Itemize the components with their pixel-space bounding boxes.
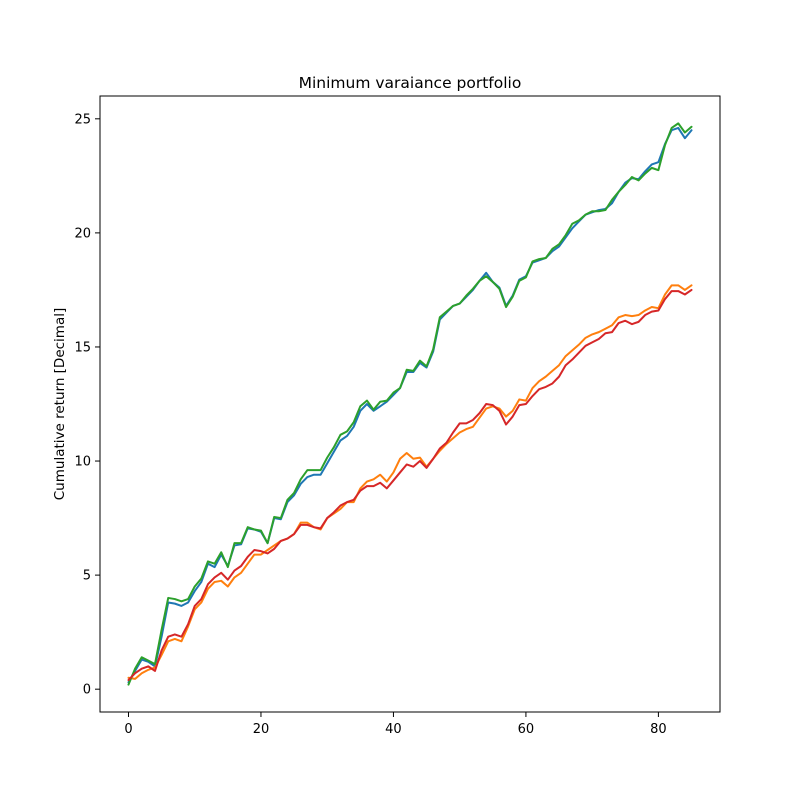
ticks-layer: 0 20 40 60 80 0 5 10 15 20 25	[74, 112, 666, 737]
y-tick-label: 20	[74, 226, 91, 241]
x-tick-label: 40	[385, 722, 402, 737]
x-tick-label: 20	[253, 722, 270, 737]
series-line-1	[127, 126, 693, 684]
x-tick-label: 60	[518, 722, 535, 737]
y-axis-label: Cumulative return [Decimal]	[52, 308, 68, 501]
chart-title: Minimum varaiance portfolio	[299, 74, 522, 92]
y-tick-label: 5	[83, 569, 91, 584]
y-tick-label: 15	[74, 340, 91, 355]
x-tick-label: 80	[650, 722, 667, 737]
series-layer	[127, 122, 693, 686]
y-tick-label: 10	[74, 455, 91, 470]
series-line-4	[127, 288, 693, 682]
x-tick-label: 0	[124, 722, 132, 737]
y-tick-label: 0	[83, 683, 91, 698]
plot-frame	[99, 95, 721, 713]
series-line-3	[127, 122, 693, 686]
y-tick-label: 25	[74, 112, 91, 127]
series-line-2	[127, 284, 693, 680]
